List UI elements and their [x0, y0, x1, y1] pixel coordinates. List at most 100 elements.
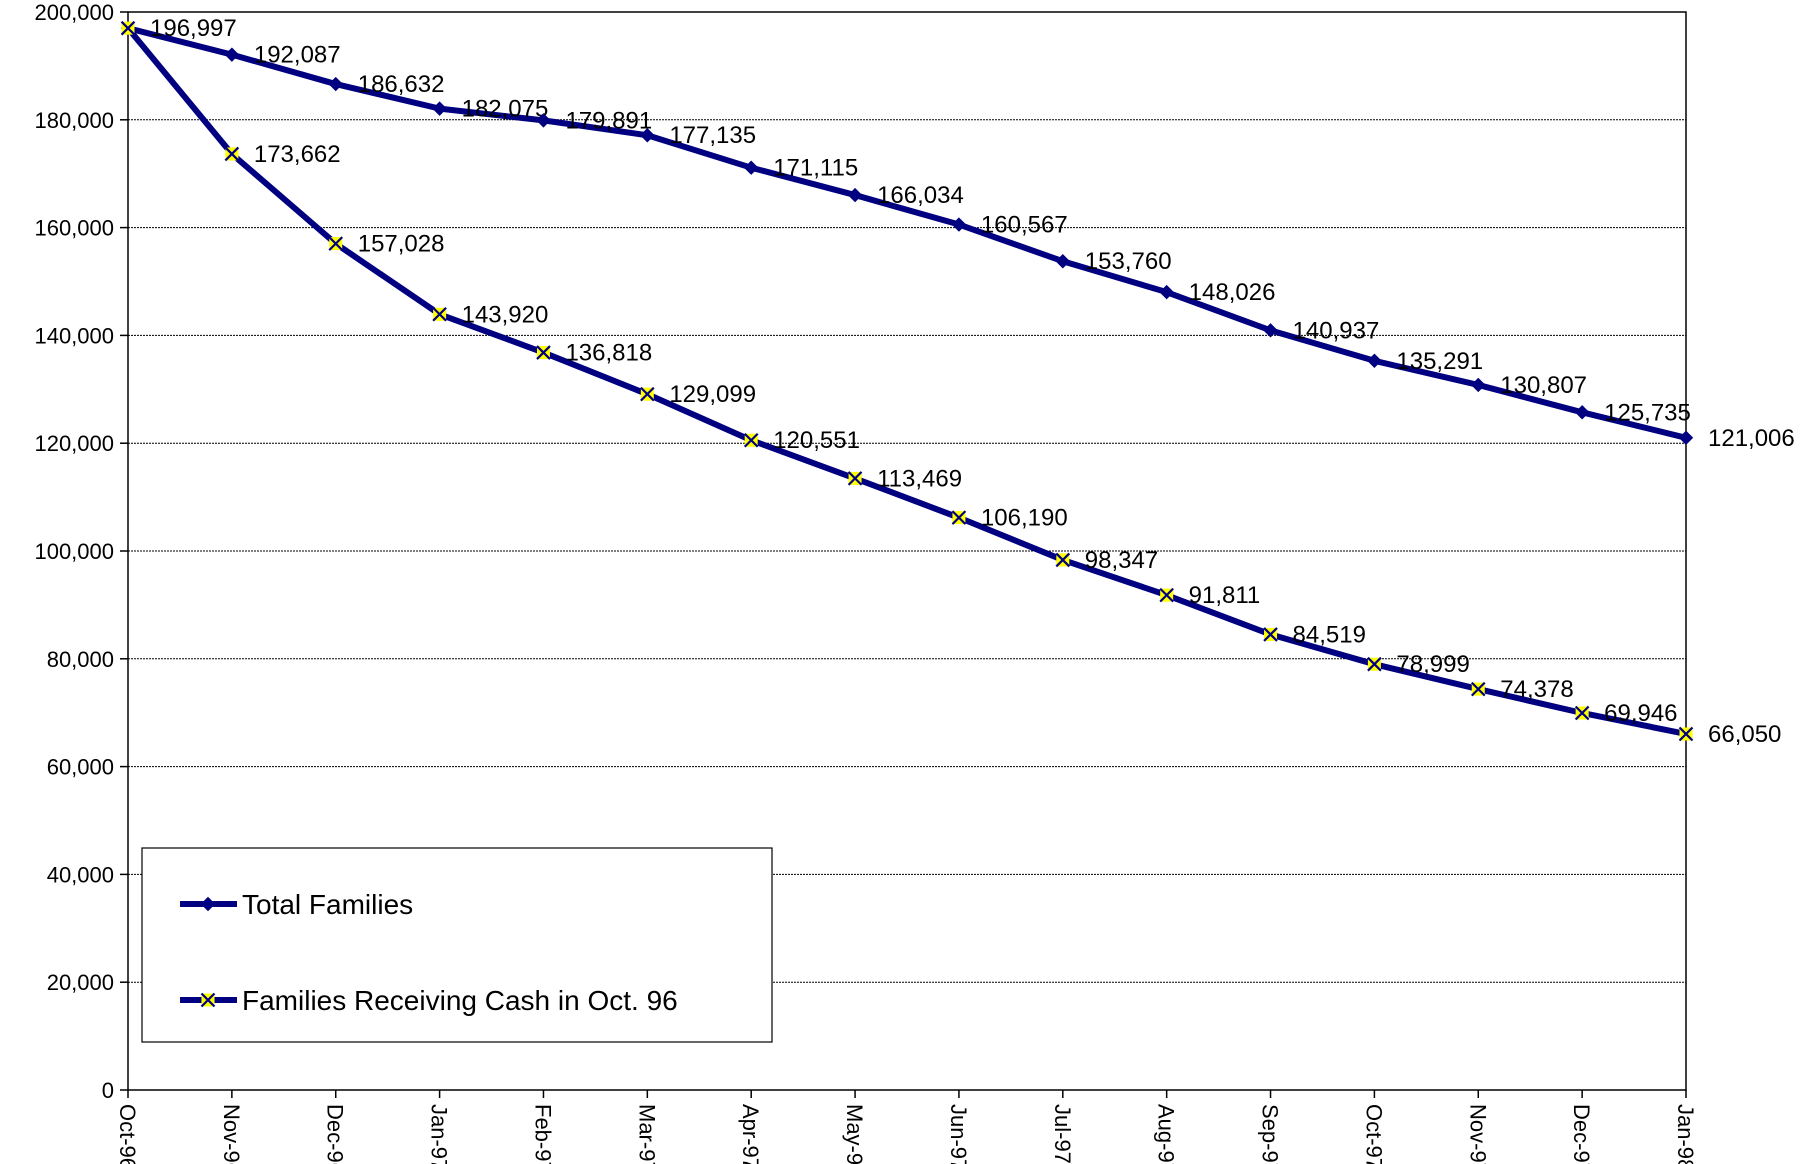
series-0-point [743, 160, 759, 175]
y-tick-label: 100,000 [34, 539, 114, 564]
marker-cross [951, 510, 967, 525]
data-label: 130,807 [1500, 372, 1587, 399]
series-0-point [1159, 284, 1174, 300]
y-tick-label: 80,000 [47, 647, 114, 672]
y-tick-label: 60,000 [47, 755, 114, 780]
series-1-point [536, 345, 551, 360]
marker-cross [200, 992, 216, 1008]
data-label: 153,760 [1085, 248, 1172, 275]
series-1-point [847, 471, 863, 486]
series-line-0 [127, 25, 1687, 441]
data-label: 129,099 [669, 381, 756, 408]
data-label: 157,028 [358, 231, 445, 258]
series-0-point [951, 217, 967, 232]
y-tick-label: 160,000 [34, 216, 114, 241]
data-label: 135,291 [1396, 348, 1483, 375]
data-label: 91,811 [1189, 582, 1261, 609]
series-1-point [951, 510, 967, 525]
y-tick-label: 40,000 [47, 862, 114, 887]
marker-cross [1263, 627, 1278, 642]
data-label: 120,551 [773, 427, 860, 454]
series-0-point [536, 113, 551, 128]
series-1-point [1159, 587, 1174, 603]
series-1-point [224, 146, 240, 162]
legend-label-0: Total Families [242, 889, 413, 920]
data-label: 98,347 [1085, 547, 1158, 574]
series-0-point [1263, 323, 1278, 338]
marker-cross [1055, 552, 1071, 568]
marker-cross [1678, 726, 1694, 742]
legend-box [141, 847, 773, 1043]
marker-cross [432, 306, 447, 322]
series-0-point [847, 187, 863, 203]
marker-cross [1470, 681, 1486, 697]
series-1-point [328, 236, 344, 251]
marker-cross [120, 20, 136, 36]
legend-marker-0 [200, 896, 216, 912]
data-label: 186,632 [358, 71, 445, 98]
y-tick-label: 140,000 [34, 323, 114, 348]
series-0-point [1055, 254, 1071, 269]
x-tick-label: Oct-97 [1361, 1104, 1386, 1164]
series-1-point [1470, 681, 1486, 697]
x-tick-label: Oct-96 [115, 1104, 140, 1164]
series-0-point [1678, 430, 1694, 445]
series-1-point [432, 306, 447, 322]
marker-cross [640, 386, 655, 402]
series-0-point [1471, 377, 1486, 393]
data-label: 84,519 [1293, 621, 1366, 648]
y-tick-label: 180,000 [34, 108, 114, 133]
x-tick-label: Apr-97 [738, 1104, 763, 1164]
data-label: 160,567 [981, 212, 1068, 239]
series-line-1 [125, 26, 1687, 737]
marker-cross [1574, 705, 1590, 721]
y-tick-label: 120,000 [34, 431, 114, 456]
data-label: 196,997 [150, 15, 237, 42]
data-label: 69,946 [1604, 700, 1677, 727]
series-1-point [1574, 705, 1590, 721]
data-label: 140,937 [1293, 317, 1380, 344]
marker-cross [536, 345, 551, 360]
data-label: 136,818 [565, 340, 652, 367]
data-label: 166,034 [877, 182, 964, 209]
series-1-point [743, 432, 759, 448]
marker-cross [847, 471, 863, 486]
data-label: 148,026 [1189, 279, 1276, 306]
series-1-point [640, 386, 655, 402]
data-label: 182,075 [462, 96, 549, 123]
marker-cross [328, 236, 344, 251]
marker-cross [1367, 656, 1382, 672]
x-tick-label: Jan-97 [427, 1104, 452, 1164]
data-label: 179,891 [565, 107, 652, 134]
legend-label-1: Families Receiving Cash in Oct. 96 [242, 985, 678, 1016]
y-tick-label: 200,000 [34, 0, 114, 25]
series-1-point [1678, 726, 1694, 742]
x-tick-label: May-97 [842, 1104, 867, 1164]
series-0-point [1367, 353, 1382, 368]
y-tick-label: 0 [102, 1078, 114, 1103]
x-tick-label: Jan-98 [1673, 1104, 1698, 1164]
x-tick-label: Sep-97 [1258, 1104, 1283, 1164]
x-tick-label: Aug-97 [1154, 1104, 1179, 1164]
data-label: 66,050 [1708, 721, 1781, 748]
x-tick-label: Mar-97 [634, 1104, 659, 1164]
series-0-point [432, 101, 447, 116]
data-label: 192,087 [254, 42, 341, 69]
data-label: 106,190 [981, 505, 1068, 532]
series-0-point [328, 76, 343, 92]
data-label: 177,135 [669, 122, 756, 149]
x-tick-label: Jul-97 [1050, 1104, 1075, 1164]
marker-cross [224, 146, 240, 162]
data-label: 143,920 [462, 301, 549, 328]
series-1-point [120, 20, 136, 36]
x-tick-label: Feb-97 [530, 1104, 555, 1164]
x-tick-label: Nov-97 [1465, 1104, 1490, 1164]
series-1-point [1263, 627, 1278, 642]
series-1-point [1055, 552, 1071, 568]
x-tick-label: Jun-97 [946, 1104, 971, 1164]
marker-cross [743, 432, 759, 448]
data-label: 78,999 [1396, 651, 1469, 678]
data-label: 171,115 [773, 155, 858, 182]
